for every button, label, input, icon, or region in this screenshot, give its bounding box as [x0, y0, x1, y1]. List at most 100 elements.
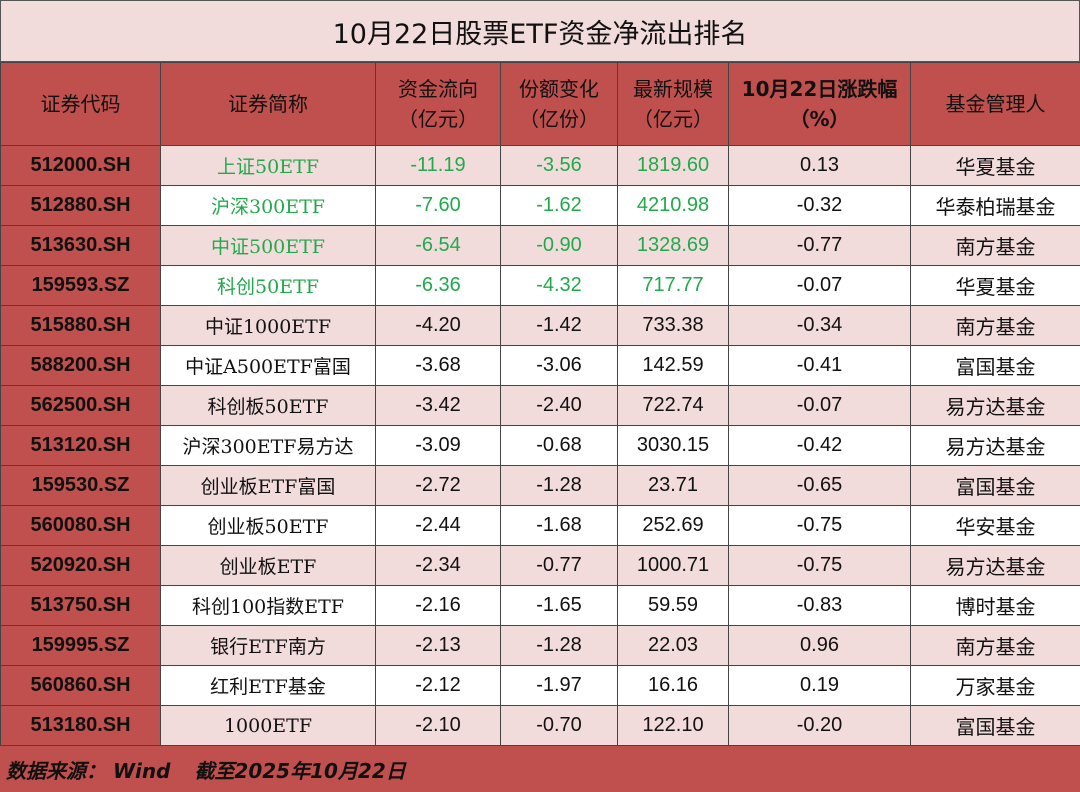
cell-name: 银行ETF南方 [161, 626, 376, 666]
cell-price-change: 0.13 [729, 146, 911, 186]
cell-flow: -2.13 [376, 626, 501, 666]
cell-price-change: -0.07 [729, 266, 911, 306]
cell-flow: -2.12 [376, 666, 501, 706]
cell-manager: 易方达基金 [911, 546, 1080, 586]
cell-code: 512000.SH [1, 146, 161, 186]
cell-price-change: -0.32 [729, 186, 911, 226]
header-row: 证券代码证券简称资金流向 （亿元）份额变化 （亿份）最新规模 （亿元）10月22… [1, 63, 1080, 146]
cell-share-change: -1.42 [501, 306, 618, 346]
cell-price-change: 0.19 [729, 666, 911, 706]
cell-price-change: -0.83 [729, 586, 911, 626]
cell-flow: -3.68 [376, 346, 501, 386]
cell-scale: 23.71 [618, 466, 729, 506]
cell-manager: 博时基金 [911, 586, 1080, 626]
cell-name: 1000ETF [161, 706, 376, 746]
cell-code: 562500.SH [1, 386, 161, 426]
cell-price-change: -0.75 [729, 546, 911, 586]
header-price-change: 10月22日涨跌幅 （%） [729, 63, 911, 146]
cell-flow: -4.20 [376, 306, 501, 346]
cell-scale: 717.77 [618, 266, 729, 306]
cell-manager: 易方达基金 [911, 386, 1080, 426]
cell-name: 中证A500ETF富国 [161, 346, 376, 386]
cell-name: 创业板ETF [161, 546, 376, 586]
cell-share-change: -4.32 [501, 266, 618, 306]
cell-name: 中证1000ETF [161, 306, 376, 346]
cell-flow: -3.42 [376, 386, 501, 426]
cell-code: 159530.SZ [1, 466, 161, 506]
cell-scale: 22.03 [618, 626, 729, 666]
cell-name: 沪深300ETF易方达 [161, 426, 376, 466]
cell-price-change: -0.41 [729, 346, 911, 386]
cell-price-change: -0.65 [729, 466, 911, 506]
header-scale: 最新规模 （亿元） [618, 63, 729, 146]
cell-name: 科创100指数ETF [161, 586, 376, 626]
cell-manager: 华泰柏瑞基金 [911, 186, 1080, 226]
cell-name: 中证500ETF [161, 226, 376, 266]
cell-manager: 富国基金 [911, 346, 1080, 386]
cell-scale: 3030.15 [618, 426, 729, 466]
cell-name: 科创板50ETF [161, 386, 376, 426]
cell-code: 515880.SH [1, 306, 161, 346]
cell-share-change: -1.97 [501, 666, 618, 706]
cell-scale: 142.59 [618, 346, 729, 386]
cell-share-change: -0.77 [501, 546, 618, 586]
cell-code: 560080.SH [1, 506, 161, 546]
cell-price-change: -0.34 [729, 306, 911, 346]
cell-flow: -2.72 [376, 466, 501, 506]
table-title: 10月22日股票ETF资金净流出排名 [0, 0, 1080, 62]
cell-scale: 722.74 [618, 386, 729, 426]
cell-price-change: -0.07 [729, 386, 911, 426]
cell-flow: -3.09 [376, 426, 501, 466]
cell-share-change: -1.65 [501, 586, 618, 626]
cell-share-change: -3.56 [501, 146, 618, 186]
cell-share-change: -2.40 [501, 386, 618, 426]
cell-scale: 122.10 [618, 706, 729, 746]
cell-manager: 富国基金 [911, 706, 1080, 746]
cell-name: 沪深300ETF [161, 186, 376, 226]
cell-scale: 59.59 [618, 586, 729, 626]
cell-code: 159593.SZ [1, 266, 161, 306]
cell-share-change: -1.28 [501, 626, 618, 666]
cell-code: 513630.SH [1, 226, 161, 266]
cell-manager: 南方基金 [911, 226, 1080, 266]
cell-flow: -2.34 [376, 546, 501, 586]
cell-manager: 华夏基金 [911, 146, 1080, 186]
cell-share-change: -0.70 [501, 706, 618, 746]
cell-share-change: -1.62 [501, 186, 618, 226]
cell-name: 红利ETF基金 [161, 666, 376, 706]
cell-code: 159995.SZ [1, 626, 161, 666]
cell-code: 513180.SH [1, 706, 161, 746]
cell-scale: 1819.60 [618, 146, 729, 186]
cell-share-change: -3.06 [501, 346, 618, 386]
cell-manager: 易方达基金 [911, 426, 1080, 466]
cell-price-change: -0.77 [729, 226, 911, 266]
cell-share-change: -0.90 [501, 226, 618, 266]
cell-manager: 南方基金 [911, 306, 1080, 346]
cell-price-change: -0.20 [729, 706, 911, 746]
header-name: 证券简称 [161, 63, 376, 146]
cell-share-change: -0.68 [501, 426, 618, 466]
cell-flow: -6.36 [376, 266, 501, 306]
cell-name: 科创50ETF [161, 266, 376, 306]
cell-manager: 华安基金 [911, 506, 1080, 546]
cell-code: 520920.SH [1, 546, 161, 586]
cell-flow: -2.16 [376, 586, 501, 626]
cell-manager: 华夏基金 [911, 266, 1080, 306]
cell-name: 创业板50ETF [161, 506, 376, 546]
cell-flow: -11.19 [376, 146, 501, 186]
footer: 数据来源： Wind 截至2025年10月22日 [0, 746, 1080, 792]
cell-share-change: -1.28 [501, 466, 618, 506]
header-share-change: 份额变化 （亿份） [501, 63, 618, 146]
